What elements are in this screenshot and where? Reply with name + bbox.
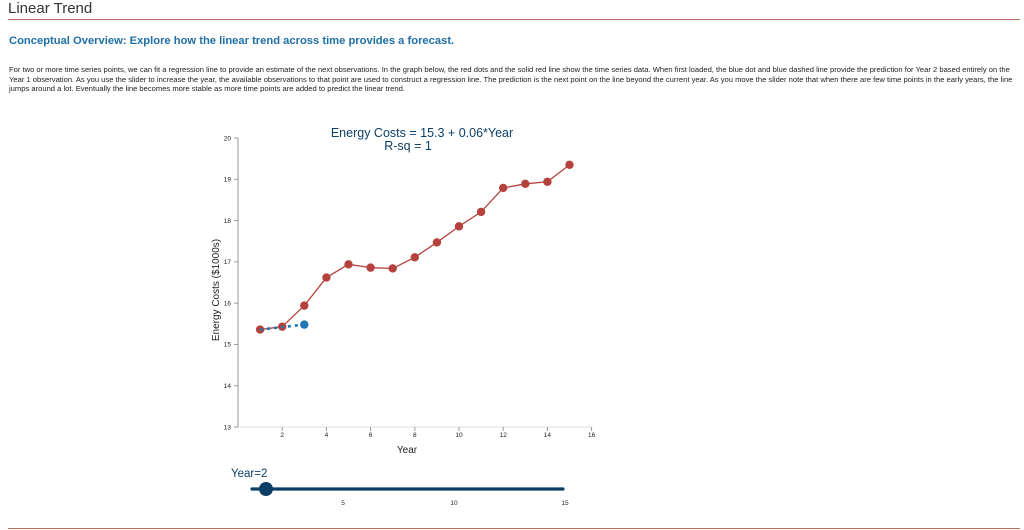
x-tick-label: 16 — [588, 432, 596, 439]
y-tick-label: 17 — [224, 259, 232, 266]
data-point[interactable] — [410, 253, 419, 262]
series-layer — [255, 160, 574, 334]
x-tick-label: 2 — [280, 432, 284, 439]
data-point[interactable] — [476, 207, 486, 217]
x-tick-label: 4 — [325, 432, 329, 439]
data-point[interactable] — [344, 260, 353, 269]
x-axis-label: Year — [397, 445, 418, 456]
y-tick-label: 16 — [224, 300, 232, 307]
y-tick-label: 19 — [224, 177, 232, 184]
y-axis: 13 14 15 16 17 18 19 20 — [224, 135, 239, 431]
bottom-divider — [8, 528, 1020, 529]
x-tick-label: 12 — [500, 432, 508, 439]
x-tick-label: 8 — [413, 432, 417, 439]
data-point[interactable] — [543, 177, 552, 186]
prediction-line — [259, 323, 305, 331]
x-tick-label: 6 — [369, 432, 373, 439]
data-point[interactable] — [454, 222, 464, 231]
prediction-point[interactable] — [300, 320, 309, 329]
r-squared: R-sq = 1 — [384, 139, 432, 153]
data-point[interactable] — [432, 238, 442, 247]
slider-tick-label: 15 — [561, 500, 569, 507]
title-divider — [8, 19, 1020, 20]
regression-equation: Energy Costs = 15.3 + 0.06*Year — [331, 126, 513, 140]
y-tick-label: 15 — [224, 342, 232, 349]
y-tick-label: 13 — [224, 424, 232, 431]
slider-tick-label: 10 — [450, 500, 458, 507]
data-point[interactable] — [300, 301, 309, 310]
description-text: For two or more time series points, we c… — [9, 65, 1013, 94]
x-tick-label: 10 — [455, 432, 463, 439]
year-slider[interactable]: 5 10 15 — [250, 482, 569, 507]
data-point[interactable] — [366, 263, 375, 272]
y-axis-label: Energy Costs ($1000s) — [211, 239, 222, 341]
slider-tick-label: 5 — [341, 500, 345, 507]
y-tick-label: 14 — [224, 383, 232, 390]
data-point[interactable] — [565, 160, 574, 170]
data-point[interactable] — [322, 273, 331, 282]
x-axis: 2 4 6 8 10 12 14 16 — [238, 426, 596, 439]
chart-title: Energy Costs = 15.3 + 0.06*Year R-sq = 1 — [331, 126, 513, 153]
y-tick-label: 18 — [224, 218, 232, 225]
slider-value-label: Year=2 — [231, 468, 268, 480]
app-title: Linear Trend — [8, 0, 93, 17]
overview-heading: Conceptual Overview: Explore how the lin… — [9, 35, 455, 47]
data-point[interactable] — [499, 183, 508, 193]
y-tick-label: 20 — [224, 135, 232, 142]
x-tick-label: 14 — [544, 432, 552, 439]
data-point[interactable] — [388, 264, 397, 273]
data-point[interactable] — [521, 179, 530, 189]
slider-handle[interactable] — [259, 482, 273, 496]
